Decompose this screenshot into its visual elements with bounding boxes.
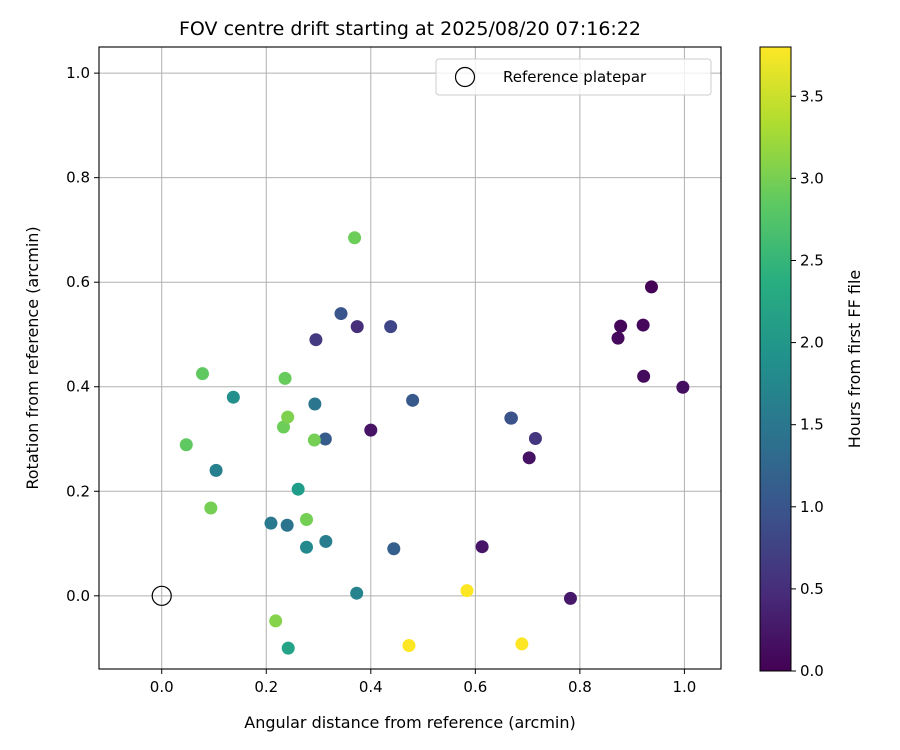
reference-platepar-marker [151, 585, 172, 606]
data-point [281, 641, 295, 655]
x-tick-label: 1.0 [672, 678, 696, 696]
colorbar-tick-label: 3.5 [800, 87, 824, 105]
x-tick-label: 0.6 [463, 678, 487, 696]
y-tick-label: 0.6 [66, 273, 90, 291]
data-point [563, 591, 577, 605]
data-point [281, 410, 295, 424]
data-point [350, 320, 364, 334]
y-tick-label: 0.8 [66, 169, 90, 187]
legend-reference-marker [454, 66, 476, 88]
data-point [528, 431, 542, 445]
data-point [406, 393, 420, 407]
colorbar-tick-label: 1.5 [800, 416, 824, 434]
x-tick-label: 0.8 [568, 678, 592, 696]
data-point [522, 451, 536, 465]
y-tick-label: 1.0 [66, 64, 90, 82]
data-point [402, 638, 416, 652]
colorbar-tick-label: 0.0 [800, 662, 824, 680]
chart-title: FOV centre drift starting at 2025/08/20 … [179, 18, 641, 40]
x-axis-ticks: 0.0 0.2 0.4 0.6 0.8 1.0 [150, 669, 696, 696]
data-point [209, 463, 223, 477]
colorbar-gradient [760, 47, 791, 671]
data-point [334, 307, 348, 321]
data-point [387, 542, 401, 556]
y-axis-label: Rotation from reference (arcmin) [23, 226, 42, 489]
data-point [611, 331, 625, 345]
data-point [204, 501, 218, 515]
data-point [309, 333, 323, 347]
data-point [307, 433, 321, 447]
y-tick-label: 0.0 [66, 587, 90, 605]
grid [99, 47, 721, 669]
data-point [475, 540, 489, 554]
data-point [614, 319, 628, 333]
data-point [384, 320, 398, 334]
x-axis-label: Angular distance from reference (arcmin) [244, 713, 575, 732]
colorbar-frame [759, 46, 792, 672]
data-point [226, 390, 240, 404]
data-point [278, 371, 292, 385]
colorbar-tick-label: 2.0 [800, 334, 824, 352]
data-point [515, 637, 529, 651]
colorbar-tick-label: 2.5 [800, 251, 824, 269]
y-tick-label: 0.4 [66, 378, 90, 396]
y-tick-label: 0.2 [66, 482, 90, 500]
x-tick-label: 0.0 [150, 678, 174, 696]
data-point [280, 518, 294, 532]
y-axis-ticks: 0.0 0.2 0.4 0.6 0.8 1.0 [66, 64, 99, 605]
colorbar-ticks: 0.0 0.5 1.0 1.5 2.0 2.5 3.0 3.5 [791, 87, 824, 680]
colorbar-label: Hours from first FF file [845, 270, 864, 449]
data-point [318, 432, 332, 446]
data-point [364, 423, 378, 437]
data-point [277, 420, 291, 434]
colorbar-tick-label: 0.5 [800, 580, 824, 598]
colorbar-tick-label: 3.0 [800, 169, 824, 187]
x-tick-label: 0.4 [359, 678, 383, 696]
legend-label-reference: Reference platepar [503, 68, 647, 86]
data-points [179, 231, 690, 655]
data-point [300, 540, 314, 554]
data-point [308, 397, 322, 411]
data-point [636, 318, 650, 332]
data-point [264, 516, 278, 530]
data-point [637, 369, 651, 383]
data-point [644, 280, 658, 294]
legend: Reference platepar [435, 58, 712, 96]
data-point [504, 411, 518, 425]
colorbar: 0.0 0.5 1.0 1.5 2.0 2.5 3.0 3.5 Hours from firs… [759, 46, 864, 680]
legend-box [435, 58, 712, 96]
data-point [269, 614, 283, 628]
plot-area-frame [98, 46, 722, 670]
reference-layer [151, 585, 172, 606]
data-point [460, 584, 474, 598]
data-point [300, 513, 314, 527]
data-point [319, 534, 333, 548]
data-point [195, 367, 209, 381]
colorbar-tick-label: 1.0 [800, 498, 824, 516]
data-point [350, 586, 364, 600]
x-tick-label: 0.2 [254, 678, 278, 696]
data-point [291, 482, 305, 496]
data-point [348, 231, 362, 245]
data-point [676, 380, 690, 394]
data-point [179, 438, 193, 452]
